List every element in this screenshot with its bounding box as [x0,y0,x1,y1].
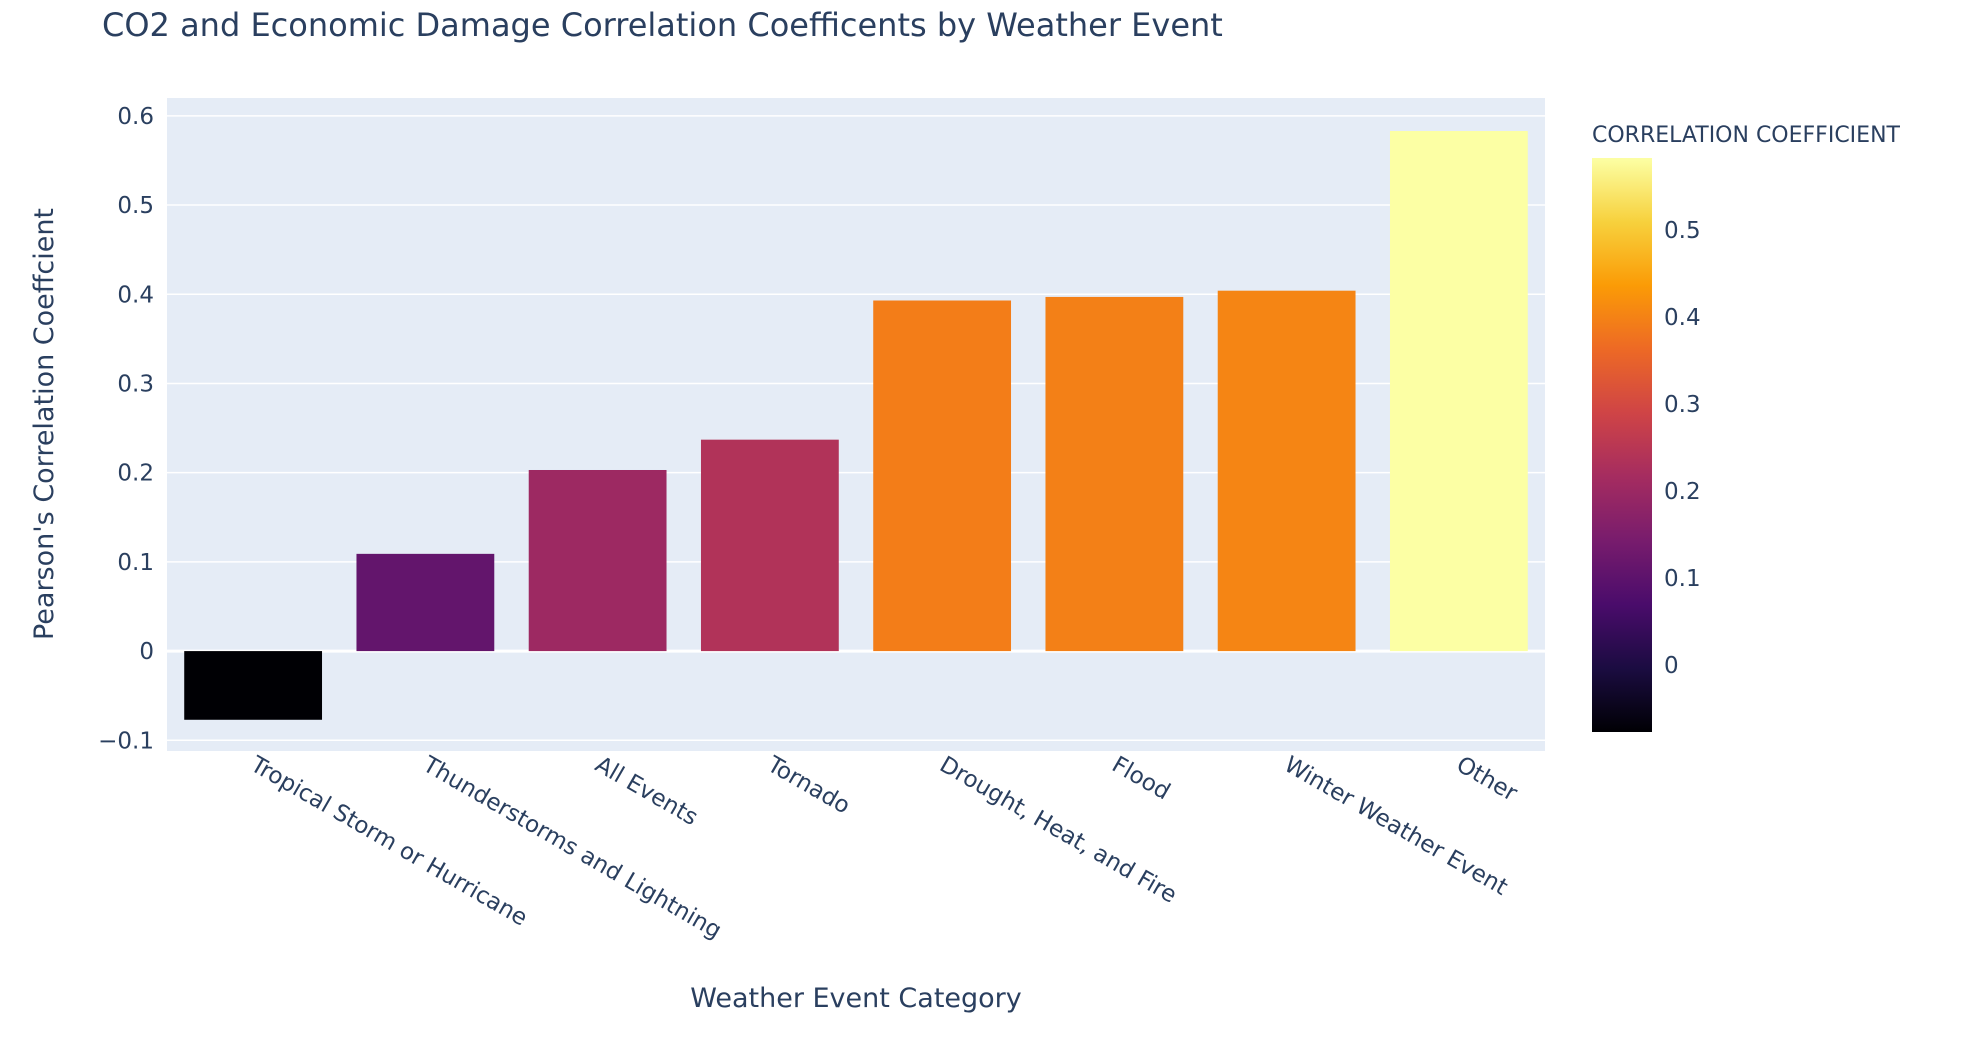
bar [184,651,323,720]
bar [1045,296,1184,652]
bar [873,300,1012,652]
colorbar-tick-label: 0 [1664,653,1679,679]
x-axis-title: Weather Event Category [690,983,1022,1014]
colorbar-tick-label: 0.2 [1664,479,1701,505]
y-tick-label: 0.4 [117,282,154,308]
y-tick-label: 0.5 [117,193,154,219]
y-axis-ticks: −0.1 0 0.1 0.2 0.3 0.4 0.5 0.6 [98,104,154,754]
bar [356,553,495,652]
x-tick-label: All Events [591,752,702,831]
colorbar-title: CORRELATION COEFFICIENT [1592,123,1901,148]
bars [184,131,1528,720]
chart-title: CO2 and Economic Damage Correlation Coef… [102,6,1223,44]
colorbar-tick-label: 0.5 [1664,218,1701,244]
x-tick-label: Other [1452,752,1522,807]
colorbar-tick-label: 0.1 [1664,566,1701,592]
x-tick-label: Flood [1107,752,1174,806]
y-tick-label: 0 [139,639,154,665]
y-tick-label: 0.2 [117,461,154,487]
y-tick-label: 0.3 [117,371,154,397]
y-tick-label: 0.1 [117,550,154,576]
colorbar-tick-label: 0.3 [1664,392,1701,418]
colorbar-tick-label: 0.4 [1664,305,1701,331]
x-tick-label: Tornado [762,751,854,819]
colorbar [1592,158,1652,732]
x-tick-label: Tropical Storm or Hurricane [245,751,531,931]
x-axis-ticks: Tropical Storm or HurricaneThunderstorms… [245,751,1522,944]
y-axis-title: Pearson's Correlation Coeffcient [29,208,60,640]
x-tick-label: Thunderstorms and Lightning [418,751,726,944]
y-tick-label: −0.1 [98,728,154,754]
bar [1389,131,1528,652]
bar [1217,290,1356,652]
colorbar-ticks: 0 0.1 0.2 0.3 0.4 0.5 [1664,218,1701,679]
bar [700,439,839,652]
bar [528,469,667,652]
y-tick-label: 0.6 [117,104,154,130]
